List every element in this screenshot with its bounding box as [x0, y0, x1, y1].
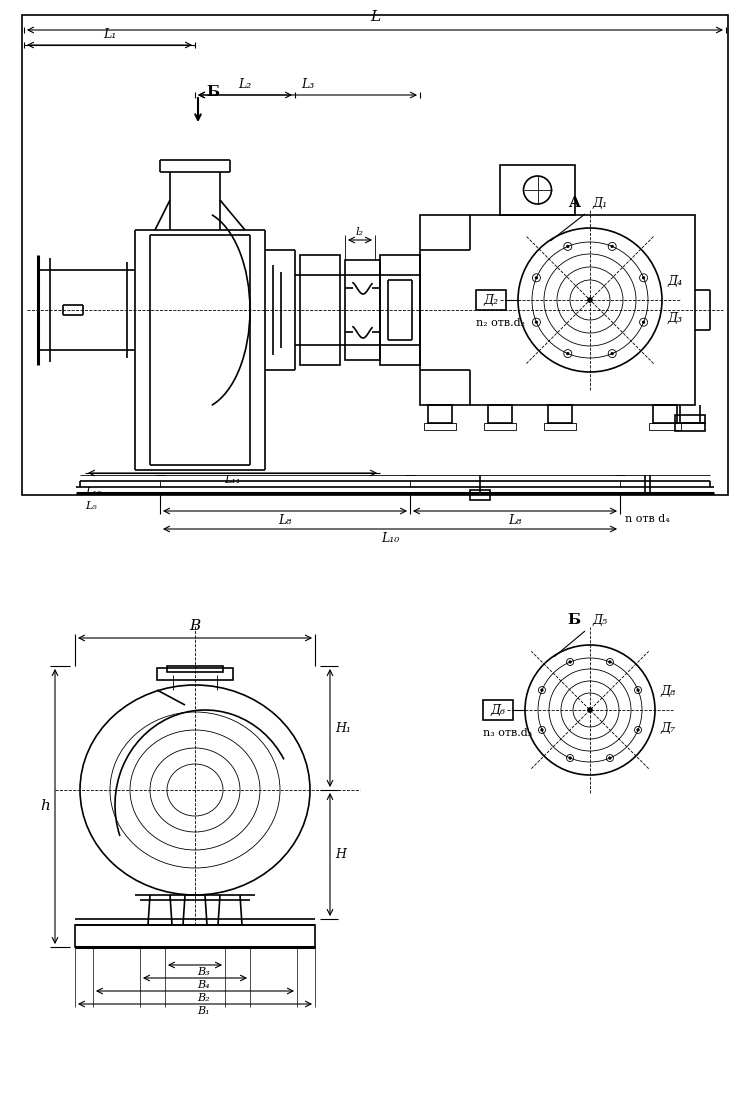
Text: Д₁: Д₁: [592, 197, 608, 210]
Text: Д₃: Д₃: [667, 312, 682, 324]
Bar: [380, 255, 420, 365]
Circle shape: [609, 661, 611, 663]
Text: L₁₀: L₁₀: [381, 532, 399, 544]
Text: B₃: B₃: [197, 967, 209, 977]
Bar: [345, 260, 380, 360]
Text: Б: Б: [206, 85, 219, 99]
Text: Д₂: Д₂: [484, 294, 499, 307]
Text: L: L: [370, 10, 380, 24]
Text: n отв d₄: n отв d₄: [625, 514, 670, 524]
Circle shape: [569, 757, 572, 759]
Text: Д₄: Д₄: [667, 275, 682, 288]
Bar: [653, 405, 677, 424]
Bar: [484, 424, 516, 430]
Text: Д₅: Д₅: [592, 614, 608, 627]
Bar: [488, 405, 512, 424]
Text: Б: Б: [567, 613, 580, 627]
Bar: [75, 925, 315, 947]
Bar: [167, 666, 223, 672]
Text: l₂: l₂: [356, 227, 364, 236]
Text: H₁: H₁: [335, 722, 351, 735]
Bar: [424, 424, 456, 430]
Bar: [483, 700, 513, 720]
Bar: [22, 15, 728, 495]
Text: L₁₂: L₁₂: [85, 487, 101, 497]
Text: L₃: L₃: [301, 78, 314, 91]
Bar: [544, 424, 576, 430]
Bar: [157, 668, 233, 680]
Bar: [649, 424, 681, 430]
Text: h: h: [40, 800, 50, 814]
Text: Д₆: Д₆: [490, 704, 506, 716]
Circle shape: [637, 689, 639, 691]
Bar: [548, 405, 572, 424]
Text: B₄: B₄: [197, 980, 209, 990]
Text: B₂: B₂: [197, 993, 209, 1003]
Circle shape: [566, 245, 569, 248]
Text: Д₈: Д₈: [660, 685, 675, 698]
Text: Д₇: Д₇: [660, 722, 675, 735]
Circle shape: [588, 708, 592, 712]
Text: L₁: L₁: [103, 28, 116, 41]
Text: L₁₁: L₁₁: [224, 475, 241, 485]
Circle shape: [566, 352, 569, 355]
Bar: [428, 405, 452, 424]
Circle shape: [541, 689, 543, 691]
Circle shape: [536, 276, 538, 279]
Bar: [300, 255, 340, 365]
Circle shape: [611, 245, 614, 248]
Circle shape: [611, 352, 614, 355]
Bar: [470, 490, 490, 500]
Bar: [500, 165, 575, 214]
Text: H: H: [335, 848, 346, 861]
Circle shape: [541, 728, 543, 732]
Text: B: B: [189, 619, 201, 632]
Circle shape: [588, 298, 592, 302]
Text: L₂: L₂: [238, 78, 251, 91]
Text: L₈: L₈: [509, 514, 522, 527]
Circle shape: [569, 661, 572, 663]
Circle shape: [643, 321, 645, 323]
Circle shape: [637, 728, 639, 732]
Circle shape: [609, 757, 611, 759]
Text: n₃ отв.d₃: n₃ отв.d₃: [483, 728, 532, 738]
Text: L₈: L₈: [278, 514, 292, 527]
Text: L₅: L₅: [85, 500, 97, 512]
Circle shape: [536, 321, 538, 323]
Bar: [476, 290, 506, 310]
Text: A: A: [568, 196, 580, 210]
Bar: [675, 424, 705, 431]
Bar: [675, 415, 705, 424]
Text: n₂ отв.d₂: n₂ отв.d₂: [476, 318, 525, 328]
Circle shape: [643, 276, 645, 279]
Text: B₁: B₁: [197, 1006, 209, 1016]
Bar: [420, 214, 695, 405]
